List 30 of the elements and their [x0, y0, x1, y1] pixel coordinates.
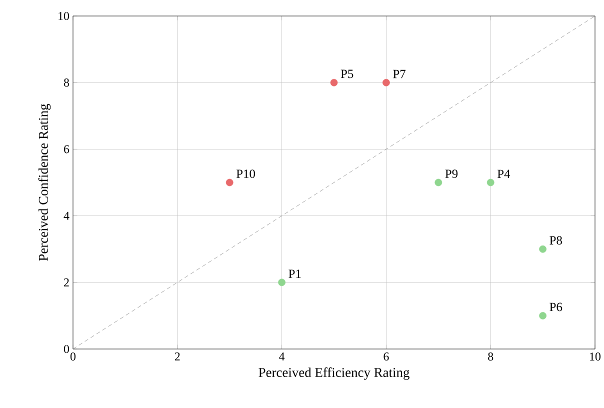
annotation: P7 — [393, 70, 406, 78]
point — [434, 178, 442, 186]
y-axis-title: Perceived Confidence Rating — [38, 104, 51, 261]
x-tick-label: 10 — [590, 352, 601, 361]
point — [539, 312, 546, 320]
point — [382, 78, 390, 86]
point — [539, 245, 546, 253]
y-tick-label: 2 — [64, 278, 69, 286]
y-tick-label: 0 — [64, 344, 70, 354]
point — [278, 278, 286, 286]
annotation: P8 — [550, 236, 562, 245]
annotation: P10 — [236, 170, 256, 178]
x-tick-label: 0 — [70, 352, 76, 361]
point — [226, 178, 234, 186]
annotation: P1 — [288, 270, 301, 278]
x-tick-label: 4 — [279, 352, 285, 360]
y-tick-label: 4 — [64, 212, 70, 220]
x-tick-label: 8 — [488, 352, 494, 361]
x-tick-label: 6 — [384, 352, 389, 361]
y-tick-label: 6 — [64, 145, 70, 154]
annotation: P9 — [445, 170, 458, 178]
x-tick-label: 2 — [174, 352, 180, 360]
annotation: P5 — [340, 70, 354, 78]
annotation: P4 — [497, 170, 510, 178]
point — [330, 78, 338, 86]
x-axis-title: Perceived Efficiency Rating — [258, 367, 410, 380]
y-tick-label: 8 — [64, 78, 70, 87]
point — [486, 178, 494, 186]
y-tick-label: 10 — [58, 12, 70, 20]
annotation: P6 — [550, 302, 562, 312]
